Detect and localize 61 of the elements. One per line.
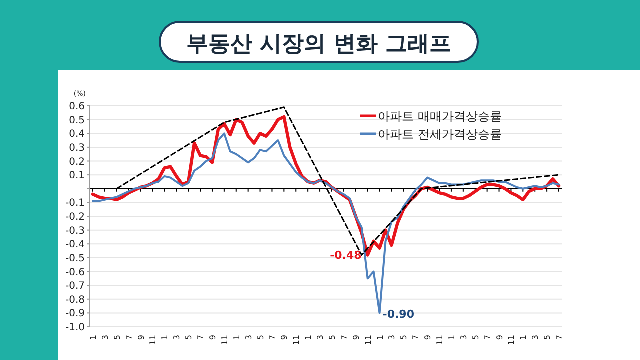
legend-label: 아파트 전세가격상승률	[378, 128, 502, 142]
x-tick-label: 11	[220, 335, 230, 346]
y-tick-label: -0.7	[65, 281, 85, 292]
y-tick-label: -0.8	[65, 294, 85, 306]
x-tick-label: 11	[364, 335, 373, 346]
data-label: -0.48	[330, 249, 362, 262]
x-tick-label: 7	[124, 335, 134, 340]
x-tick-label: 3	[316, 335, 326, 340]
y-tick-label: -0.6	[65, 267, 85, 278]
legend-label: 아파트 매매가격상승률	[378, 110, 502, 124]
x-tick-label: 9	[280, 335, 290, 340]
y-tick-label: -1.0	[65, 322, 85, 334]
y-tick-label: -0.1	[65, 198, 85, 210]
x-tick-label: 5	[112, 335, 122, 340]
y-tick-label: -0.2	[65, 212, 85, 223]
x-tick-label: 7	[340, 335, 349, 340]
x-tick-label: 3	[531, 335, 540, 340]
y-tick-label: 0.1	[69, 170, 85, 182]
x-tick-label: 9	[495, 335, 504, 340]
x-tick-label: 5	[184, 335, 194, 340]
x-tick-label: 11	[148, 335, 158, 346]
x-tick-label: 7	[196, 335, 206, 340]
x-tick-label: 7	[412, 335, 421, 340]
x-tick-label: 11	[292, 335, 302, 346]
x-tick-label: 5	[471, 335, 480, 340]
y-tick-label: 0.4	[69, 129, 85, 140]
data-label: -0.90	[382, 308, 415, 322]
x-tick-label: 1	[376, 335, 385, 340]
y-tick-label: -0.5	[65, 253, 85, 264]
x-tick-label: 1	[447, 335, 456, 340]
x-tick-label: 7	[268, 335, 278, 340]
x-tick-label: 3	[388, 335, 397, 340]
x-tick-label: 3	[459, 335, 468, 340]
x-tick-label: 1	[232, 335, 242, 340]
y-tick-label: -0.3	[65, 226, 85, 237]
y-tick-label: 0.6	[69, 102, 85, 112]
x-tick-label: 11	[507, 335, 516, 346]
y-tick-label: 0.2	[69, 156, 85, 168]
x-tick-label: 9	[136, 335, 146, 340]
x-tick-label: 11	[436, 335, 445, 346]
x-tick-label: 5	[543, 335, 552, 340]
x-tick-label: 5	[256, 335, 266, 340]
x-tick-label: 7	[483, 335, 492, 340]
x-tick-label: 3	[100, 335, 110, 340]
y-tick-label: 0.5	[69, 115, 85, 126]
x-tick-label: 9	[208, 335, 218, 340]
x-tick-label: 1	[519, 335, 528, 340]
x-tick-label: 5	[400, 335, 409, 340]
x-tick-label: 1	[88, 335, 98, 340]
y-tick-label: -0.4	[65, 240, 85, 251]
x-tick-label: 3	[172, 335, 182, 340]
x-tick-label: 9	[424, 335, 433, 340]
x-tick-label: 9	[352, 335, 361, 340]
y-tick-label: -0.9	[65, 308, 85, 320]
x-tick-label: 1	[304, 335, 314, 340]
x-tick-label: 7	[555, 335, 564, 340]
x-tick-label: 1	[160, 335, 170, 340]
x-tick-label: 3	[244, 335, 254, 340]
y-tick-label: 0.3	[69, 142, 85, 154]
chart-title: 부동산 시장의 변화 그래프	[186, 32, 452, 57]
x-tick-label: 5	[328, 335, 337, 340]
